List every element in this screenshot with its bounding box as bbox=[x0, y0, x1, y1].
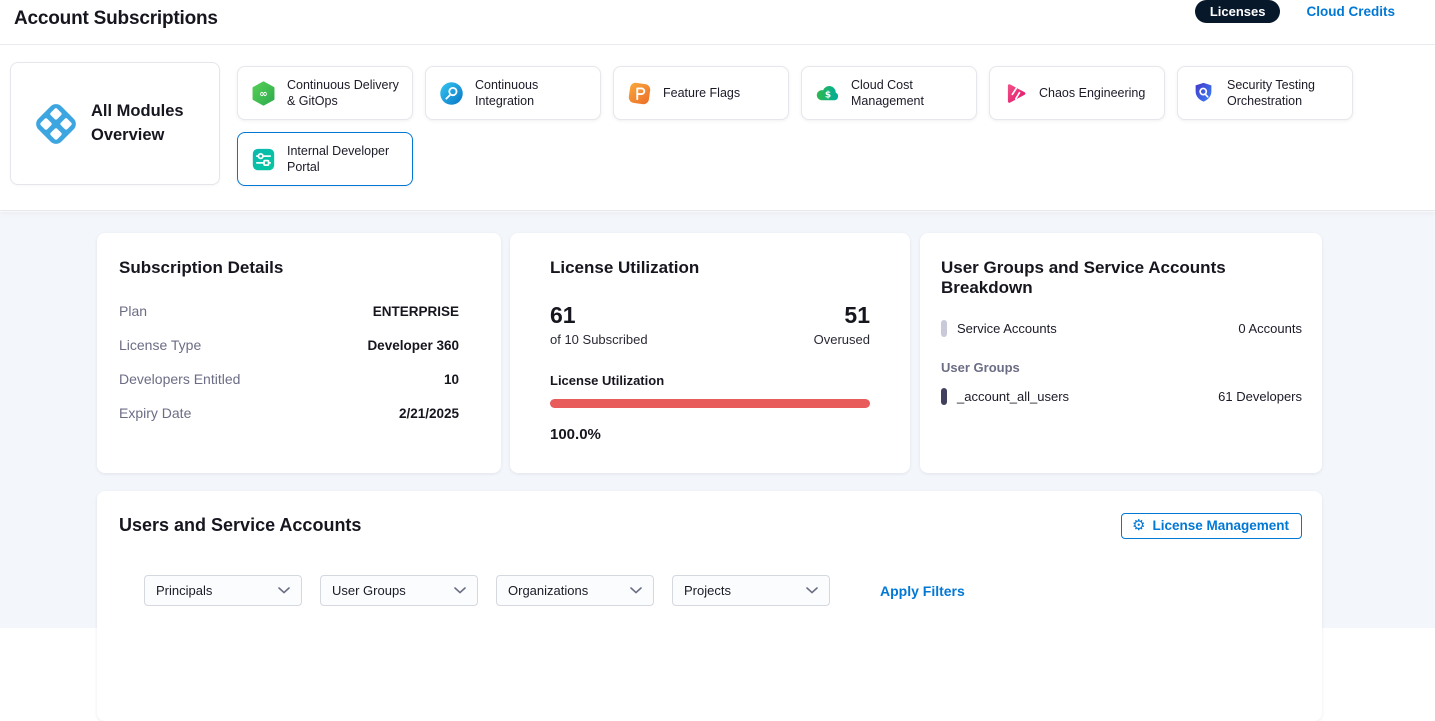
chevron-down-icon bbox=[278, 587, 290, 594]
user-group-value: 61 Developers bbox=[1218, 389, 1302, 404]
user-groups-dropdown[interactable]: User Groups bbox=[320, 575, 478, 606]
utilization-bar-label: License Utilization bbox=[550, 373, 665, 388]
tab-licenses[interactable]: Licenses bbox=[1194, 0, 1281, 23]
chevron-down-icon bbox=[454, 587, 466, 594]
header-tabs: Licenses Cloud Credits bbox=[1194, 0, 1395, 25]
license-utilization-numbers: 61 of 10 Subscribed 51 Overused bbox=[550, 302, 870, 347]
module-tile-continuous-delivery[interactable]: ∞ Continuous Delivery & GitOps bbox=[237, 66, 413, 120]
user-group-marker bbox=[941, 388, 947, 405]
module-tile-continuous-integration[interactable]: Continuous Integration bbox=[425, 66, 601, 120]
used-count: 61 bbox=[550, 302, 576, 328]
gear-icon: ⚙ bbox=[1132, 516, 1146, 534]
subscription-row-expiry-date: Expiry Date 2/21/2025 bbox=[119, 396, 477, 430]
svg-text:$: $ bbox=[825, 90, 831, 100]
subscription-details-title: Subscription Details bbox=[119, 258, 284, 277]
subscription-row-license-type: License Type Developer 360 bbox=[119, 328, 477, 362]
utilization-progress-bar bbox=[550, 399, 870, 408]
user-group-label: _account_all_users bbox=[957, 389, 1070, 404]
utilization-percent: 100.0% bbox=[550, 426, 601, 443]
row-label: License Type bbox=[119, 337, 202, 353]
feature-flags-icon bbox=[628, 82, 651, 104]
dropdown-label: Projects bbox=[684, 583, 731, 598]
module-tile-cloud-cost[interactable]: $ Cloud Cost Management bbox=[801, 66, 977, 120]
used-column: 61 of 10 Subscribed bbox=[550, 302, 648, 347]
module-tile-security-testing[interactable]: Security Testing Orchestration bbox=[1177, 66, 1353, 120]
row-label: Expiry Date bbox=[119, 405, 192, 421]
row-label: Developers Entitled bbox=[119, 371, 241, 387]
users-card-header: Users and Service Accounts ⚙ License Man… bbox=[119, 513, 1302, 539]
subscription-details-card: Subscription Details Plan ENTERPRISE Lic… bbox=[97, 233, 501, 473]
module-tile-chaos-engineering[interactable]: Chaos Engineering bbox=[989, 66, 1165, 120]
all-modules-overview-label: All Modules Overview bbox=[91, 101, 184, 144]
dropdown-label: Organizations bbox=[508, 583, 589, 598]
row-value: ENTERPRISE bbox=[372, 303, 459, 319]
license-management-button[interactable]: ⚙ License Management bbox=[1121, 513, 1302, 539]
tab-cloud-credits[interactable]: Cloud Credits bbox=[1306, 3, 1395, 19]
module-tile-label: Internal Developer Portal bbox=[287, 143, 390, 174]
projects-dropdown[interactable]: Projects bbox=[672, 575, 830, 606]
subscription-details-rows: Plan ENTERPRISE License Type Developer 3… bbox=[119, 294, 477, 430]
dropdown-label: User Groups bbox=[332, 583, 406, 598]
row-value: Developer 360 bbox=[367, 337, 459, 353]
all-modules-icon bbox=[36, 103, 76, 144]
module-tile-label: Continuous Delivery & GitOps bbox=[287, 77, 399, 108]
chevron-down-icon bbox=[806, 587, 818, 594]
security-testing-icon bbox=[1195, 82, 1212, 102]
internal-developer-portal-icon bbox=[252, 148, 275, 170]
subscriptions-body: Subscription Details Plan ENTERPRISE Lic… bbox=[0, 212, 1435, 721]
module-tile-label: Continuous Integration bbox=[475, 77, 539, 108]
module-tile-label: Feature Flags bbox=[663, 85, 741, 100]
row-value: 10 bbox=[443, 371, 459, 387]
license-utilization-title: License Utilization bbox=[550, 258, 700, 277]
row-value: 2/21/2025 bbox=[398, 405, 459, 421]
module-tile-label: Cloud Cost Management bbox=[851, 77, 924, 108]
all-modules-overview-card[interactable]: All Modules Overview bbox=[10, 62, 220, 185]
page-title: Account Subscriptions bbox=[14, 8, 218, 29]
breakdown-title: User Groups and Service Accounts Breakdo… bbox=[941, 258, 1226, 297]
service-accounts-label: Service Accounts bbox=[957, 321, 1057, 336]
module-tile-label: Security Testing Orchestration bbox=[1227, 77, 1316, 108]
modules-section: All Modules Overview ∞ Continuous Delive… bbox=[0, 45, 1435, 211]
breakdown-card: User Groups and Service Accounts Breakdo… bbox=[920, 233, 1322, 473]
module-tile-feature-flags[interactable]: Feature Flags bbox=[613, 66, 789, 120]
license-management-label: License Management bbox=[1152, 518, 1289, 533]
continuous-delivery-icon: ∞ bbox=[252, 80, 275, 106]
service-accounts-value: 0 Accounts bbox=[1238, 321, 1302, 336]
principals-dropdown[interactable]: Principals bbox=[144, 575, 302, 606]
organizations-dropdown[interactable]: Organizations bbox=[496, 575, 654, 606]
users-service-accounts-card: Users and Service Accounts ⚙ License Man… bbox=[97, 491, 1322, 721]
user-group-row: _account_all_users 61 Developers bbox=[941, 388, 1302, 405]
filters-row: Principals User Groups Organizations Pro… bbox=[144, 575, 1302, 606]
dropdown-label: Principals bbox=[156, 583, 213, 598]
continuous-integration-icon bbox=[440, 81, 463, 105]
svg-text:∞: ∞ bbox=[259, 88, 267, 99]
module-tile-label: Chaos Engineering bbox=[1039, 85, 1146, 100]
subscription-row-developers-entitled: Developers Entitled 10 bbox=[119, 362, 477, 396]
overused-count: 51 bbox=[844, 302, 870, 328]
overused-column: 51 Overused bbox=[814, 302, 870, 347]
used-caption: of 10 Subscribed bbox=[550, 332, 648, 347]
module-tiles: ∞ Continuous Delivery & GitOps Continuou… bbox=[237, 66, 1377, 186]
overused-caption: Overused bbox=[813, 332, 870, 347]
users-card-title: Users and Service Accounts bbox=[119, 515, 362, 535]
page-header: Account Subscriptions Licenses Cloud Cre… bbox=[0, 0, 1435, 45]
service-accounts-row: Service Accounts 0 Accounts bbox=[941, 320, 1302, 337]
apply-filters-link[interactable]: Apply Filters bbox=[880, 582, 965, 599]
user-groups-header: User Groups bbox=[941, 360, 1020, 375]
chevron-down-icon bbox=[630, 587, 642, 594]
chaos-engineering-icon bbox=[1007, 83, 1026, 103]
cloud-cost-icon: $ bbox=[816, 85, 839, 100]
row-label: Plan bbox=[119, 303, 148, 319]
license-utilization-card: License Utilization 61 of 10 Subscribed … bbox=[510, 233, 910, 473]
service-accounts-marker bbox=[941, 320, 947, 337]
module-tile-internal-developer-portal[interactable]: Internal Developer Portal bbox=[237, 132, 413, 186]
subscription-row-plan: Plan ENTERPRISE bbox=[119, 294, 477, 328]
